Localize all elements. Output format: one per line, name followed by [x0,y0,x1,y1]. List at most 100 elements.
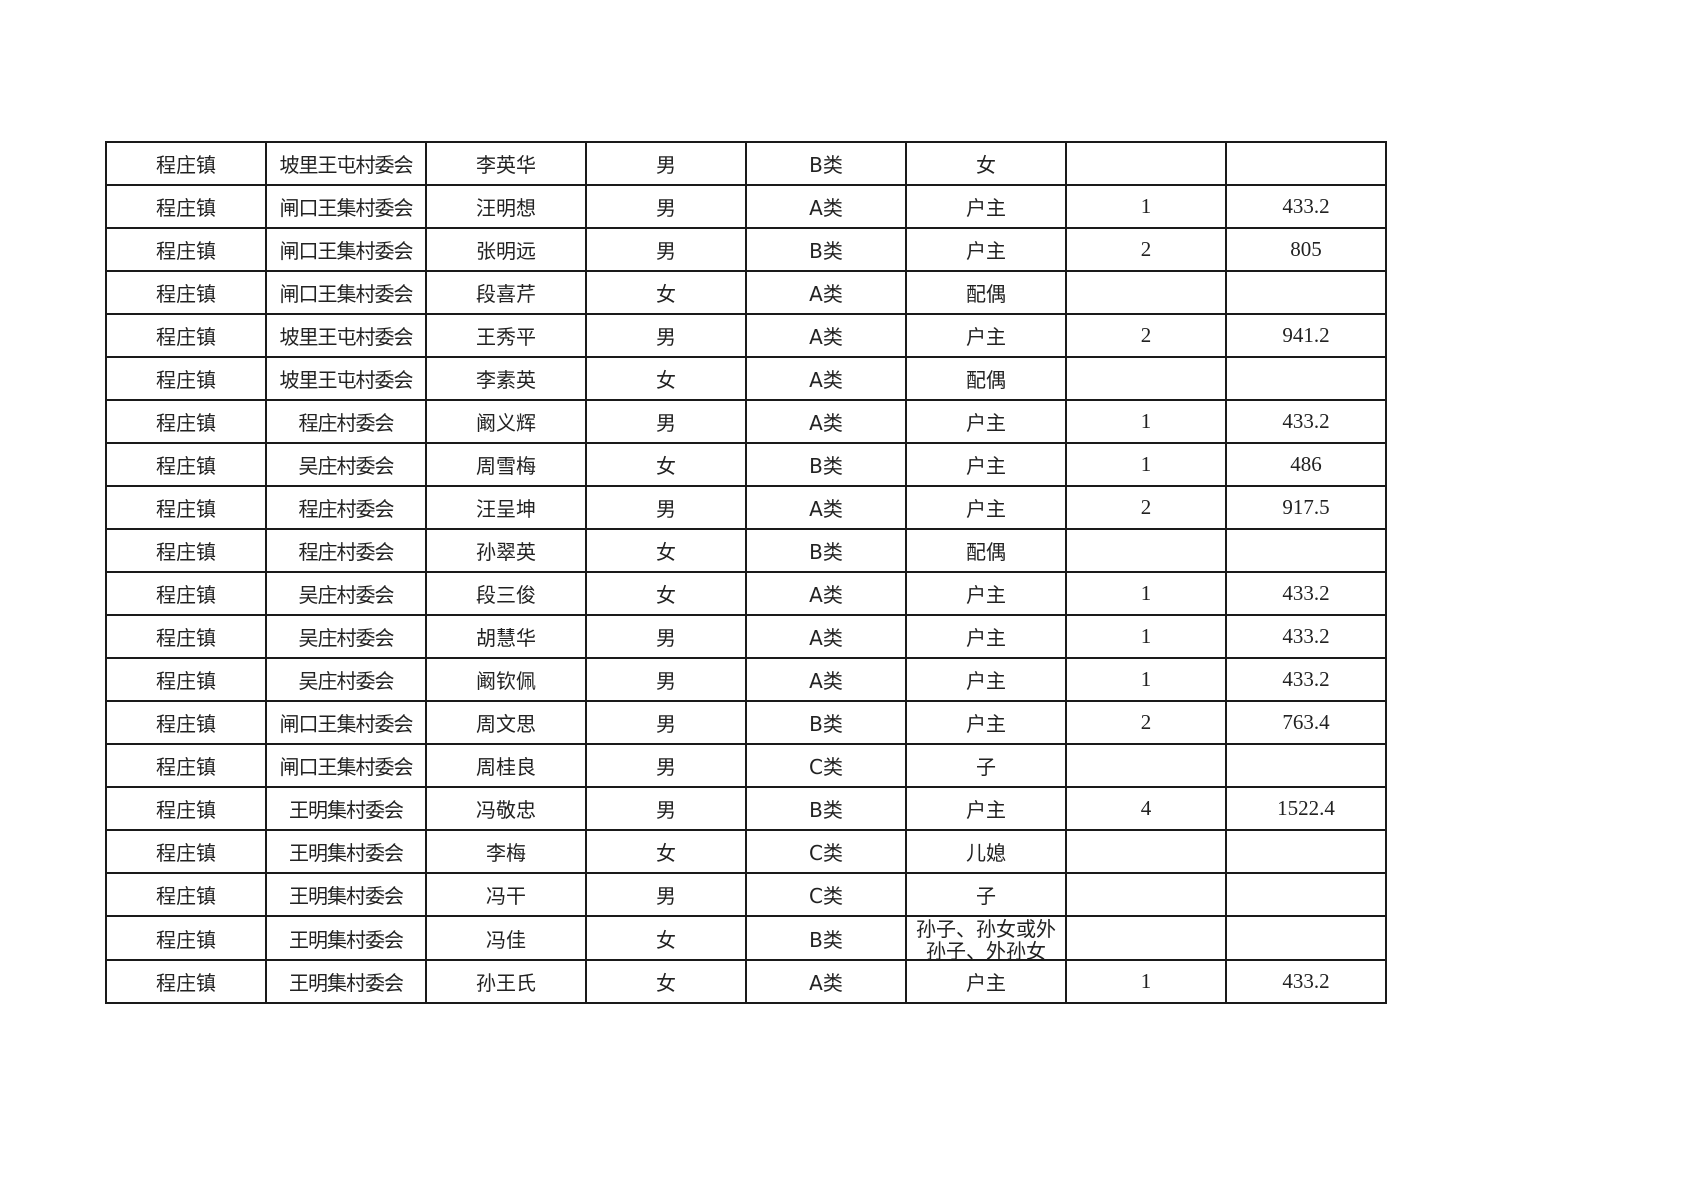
town-cell[interactable]: 程庄镇 [105,915,267,961]
gender-cell[interactable]: 女 [585,528,747,573]
name-cell[interactable]: 冯佳 [425,915,587,961]
count-cell[interactable] [1065,356,1227,401]
village-cell[interactable]: 闸口王集村委会 [265,184,427,229]
gender-cell[interactable]: 女 [585,270,747,315]
village-cell[interactable]: 闸口王集村委会 [265,743,427,788]
amount-cell[interactable]: 433.2 [1225,657,1387,702]
name-cell[interactable]: 冯干 [425,872,587,917]
town-cell[interactable]: 程庄镇 [105,270,267,315]
name-cell[interactable]: 段三俊 [425,571,587,616]
name-cell[interactable]: 周桂良 [425,743,587,788]
category-cell[interactable]: A类 [745,184,907,229]
relation-cell[interactable]: 孙子、孙女或外孙子、外孙女 [905,915,1067,961]
category-cell[interactable]: A类 [745,614,907,659]
town-cell[interactable]: 程庄镇 [105,700,267,745]
name-cell[interactable]: 汪明想 [425,184,587,229]
count-cell[interactable]: 1 [1065,571,1227,616]
relation-cell[interactable]: 户主 [905,399,1067,444]
amount-cell[interactable] [1225,743,1387,788]
village-cell[interactable]: 王明集村委会 [265,786,427,831]
category-cell[interactable]: B类 [745,442,907,487]
town-cell[interactable]: 程庄镇 [105,399,267,444]
relation-cell[interactable]: 配偶 [905,356,1067,401]
count-cell[interactable]: 1 [1065,657,1227,702]
category-cell[interactable]: B类 [745,700,907,745]
count-cell[interactable]: 2 [1065,227,1227,272]
category-cell[interactable]: C类 [745,829,907,874]
name-cell[interactable]: 阚义辉 [425,399,587,444]
amount-cell[interactable]: 1522.4 [1225,786,1387,831]
gender-cell[interactable]: 女 [585,959,747,1004]
village-cell[interactable]: 坡里王屯村委会 [265,313,427,358]
village-cell[interactable]: 王明集村委会 [265,915,427,961]
category-cell[interactable]: B类 [745,915,907,961]
count-cell[interactable]: 1 [1065,399,1227,444]
gender-cell[interactable]: 女 [585,442,747,487]
gender-cell[interactable]: 男 [585,184,747,229]
amount-cell[interactable] [1225,356,1387,401]
relation-cell[interactable]: 子 [905,743,1067,788]
town-cell[interactable]: 程庄镇 [105,959,267,1004]
town-cell[interactable]: 程庄镇 [105,313,267,358]
name-cell[interactable]: 孙翠英 [425,528,587,573]
category-cell[interactable]: A类 [745,399,907,444]
town-cell[interactable]: 程庄镇 [105,184,267,229]
name-cell[interactable]: 李梅 [425,829,587,874]
amount-cell[interactable] [1225,528,1387,573]
count-cell[interactable]: 1 [1065,442,1227,487]
relation-cell[interactable]: 户主 [905,485,1067,530]
name-cell[interactable]: 周文思 [425,700,587,745]
category-cell[interactable]: C类 [745,743,907,788]
town-cell[interactable]: 程庄镇 [105,614,267,659]
amount-cell[interactable] [1225,141,1387,186]
amount-cell[interactable]: 805 [1225,227,1387,272]
relation-cell[interactable]: 户主 [905,614,1067,659]
village-cell[interactable]: 吴庄村委会 [265,614,427,659]
village-cell[interactable]: 闸口王集村委会 [265,227,427,272]
town-cell[interactable]: 程庄镇 [105,872,267,917]
relation-cell[interactable]: 户主 [905,184,1067,229]
category-cell[interactable]: B类 [745,786,907,831]
town-cell[interactable]: 程庄镇 [105,485,267,530]
category-cell[interactable]: B类 [745,528,907,573]
gender-cell[interactable]: 男 [585,485,747,530]
village-cell[interactable]: 吴庄村委会 [265,442,427,487]
count-cell[interactable] [1065,528,1227,573]
name-cell[interactable]: 张明远 [425,227,587,272]
town-cell[interactable]: 程庄镇 [105,141,267,186]
category-cell[interactable]: A类 [745,313,907,358]
count-cell[interactable] [1065,872,1227,917]
relation-cell[interactable]: 配偶 [905,270,1067,315]
gender-cell[interactable]: 男 [585,313,747,358]
gender-cell[interactable]: 男 [585,786,747,831]
gender-cell[interactable]: 男 [585,614,747,659]
gender-cell[interactable]: 女 [585,356,747,401]
village-cell[interactable]: 王明集村委会 [265,959,427,1004]
category-cell[interactable]: B类 [745,227,907,272]
name-cell[interactable]: 周雪梅 [425,442,587,487]
relation-cell[interactable]: 女 [905,141,1067,186]
amount-cell[interactable]: 433.2 [1225,399,1387,444]
relation-cell[interactable]: 户主 [905,571,1067,616]
gender-cell[interactable]: 女 [585,571,747,616]
amount-cell[interactable]: 433.2 [1225,614,1387,659]
count-cell[interactable] [1065,743,1227,788]
amount-cell[interactable]: 917.5 [1225,485,1387,530]
name-cell[interactable]: 阚钦佩 [425,657,587,702]
name-cell[interactable]: 汪呈坤 [425,485,587,530]
village-cell[interactable]: 程庄村委会 [265,528,427,573]
category-cell[interactable]: A类 [745,959,907,1004]
count-cell[interactable] [1065,915,1227,961]
village-cell[interactable]: 闸口王集村委会 [265,700,427,745]
amount-cell[interactable]: 433.2 [1225,571,1387,616]
name-cell[interactable]: 王秀平 [425,313,587,358]
gender-cell[interactable]: 男 [585,657,747,702]
relation-cell[interactable]: 户主 [905,959,1067,1004]
count-cell[interactable] [1065,270,1227,315]
relation-cell[interactable]: 户主 [905,786,1067,831]
count-cell[interactable]: 1 [1065,184,1227,229]
amount-cell[interactable]: 433.2 [1225,184,1387,229]
category-cell[interactable]: A类 [745,657,907,702]
amount-cell[interactable] [1225,829,1387,874]
relation-cell[interactable]: 户主 [905,700,1067,745]
